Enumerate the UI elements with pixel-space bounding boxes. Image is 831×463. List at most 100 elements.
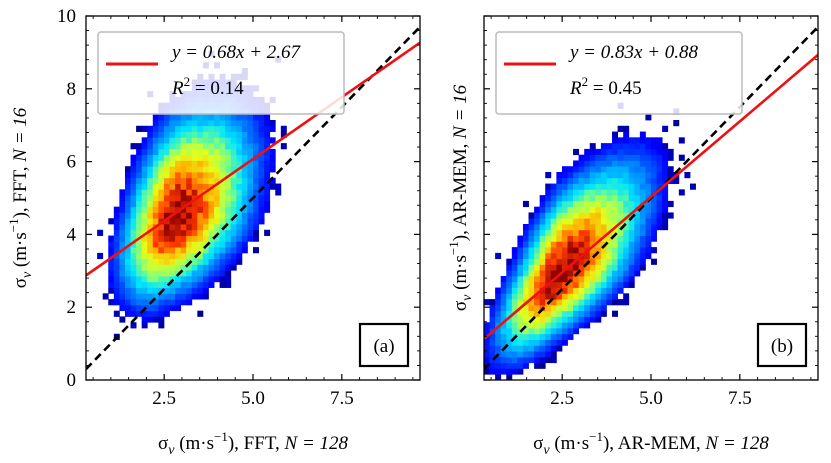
heatmap-cell: [119, 270, 126, 277]
heatmap-cell: [202, 293, 209, 300]
heatmap-cell: [573, 310, 580, 317]
heatmap-cell: [214, 183, 220, 190]
heatmap-cell: [180, 270, 187, 277]
heatmap-cell: [573, 241, 580, 248]
heatmap-cell: [589, 177, 596, 184]
heatmap-cell: [500, 351, 507, 358]
heatmap-cell: [595, 172, 602, 179]
heatmap-cell: [628, 235, 635, 242]
heatmap-cell: [208, 172, 215, 179]
heatmap-cell: [230, 160, 237, 167]
legend-equation-b: y = 0.83x + 0.88: [568, 42, 699, 63]
heatmap-cell: [186, 195, 193, 202]
heatmap-cell: [567, 189, 574, 196]
heatmap-cell: [617, 235, 624, 242]
heatmap-cell: [606, 143, 613, 150]
heatmap-cell: [113, 212, 120, 219]
heatmap-cell: [561, 172, 568, 179]
x-tick-label: 2.5: [550, 388, 574, 409]
heatmap-cell: [230, 224, 237, 231]
heatmap-cell: [147, 195, 154, 202]
heatmap-cell: [225, 281, 232, 288]
heatmap-cell: [191, 270, 198, 277]
legend-r2-value-a: = 0.14: [190, 78, 244, 99]
heatmap-cell: [617, 189, 624, 196]
heatmap-cell: [191, 189, 198, 196]
heatmap-cell: [606, 195, 613, 202]
heatmap-cell: [534, 322, 541, 329]
heatmap-cell: [545, 310, 552, 317]
heatmap-cell: [623, 166, 630, 173]
heatmap-cell: [180, 299, 187, 306]
heatmap-cell: [202, 148, 209, 156]
x-label-units-a: (m·s: [174, 433, 214, 454]
legend-b: y = 0.83x + 0.88 R2 = 0.45: [495, 31, 743, 115]
heatmap-cell: [623, 270, 630, 277]
heatmap-cell: [651, 229, 657, 236]
y-label-sub-a: v: [20, 271, 35, 278]
heatmap-cell: [124, 270, 131, 277]
heatmap-cell: [573, 293, 580, 300]
heatmap-cell: [612, 189, 618, 196]
heatmap-cell: [561, 322, 568, 329]
heatmap-cell: [124, 287, 131, 294]
heatmap-cell: [634, 218, 641, 225]
heatmap-cell: [662, 125, 669, 132]
heatmap-cell: [147, 241, 154, 248]
heatmap-cell: [651, 183, 657, 190]
heatmap-cell: [152, 120, 159, 127]
heatmap-cell: [152, 137, 159, 144]
heatmap-cell: [130, 299, 137, 306]
heatmap-cell: [539, 362, 546, 369]
heatmap-cell: [612, 241, 618, 248]
heatmap-cell: [191, 143, 198, 150]
heatmap-cell: [197, 120, 204, 127]
heatmap-cell: [219, 148, 226, 156]
heatmap-cell: [219, 218, 226, 225]
heatmap-cell: [119, 212, 126, 219]
heatmap-cell: [528, 287, 535, 294]
heatmap-cell: [147, 224, 154, 231]
heatmap-cell: [136, 195, 143, 202]
heatmap-cell: [539, 200, 546, 208]
heatmap-cell: [628, 183, 635, 190]
heatmap-cell: [511, 356, 518, 364]
heatmap-cell: [522, 287, 529, 294]
heatmap-cell: [528, 229, 535, 236]
heatmap-cell: [158, 177, 165, 184]
heatmap-cell: [567, 258, 574, 265]
heatmap-cell: [136, 160, 143, 167]
heatmap-cell: [667, 212, 674, 219]
heatmap-cell: [113, 276, 120, 283]
heatmap-cell: [258, 177, 265, 184]
heatmap-cell: [253, 218, 259, 225]
heatmap-cell: [645, 172, 652, 179]
heatmap-cell: [186, 287, 193, 294]
heatmap-cell: [584, 310, 591, 317]
x-label-sigma-a: σ: [158, 433, 168, 454]
heatmap-cell: [258, 143, 265, 150]
heatmap-cell: [639, 258, 646, 265]
heatmap-cell: [539, 258, 546, 265]
heatmap-cell: [578, 247, 585, 254]
heatmap-cell: [528, 224, 535, 231]
heatmap-cell: [180, 293, 187, 300]
heatmap-cell: [573, 299, 580, 306]
heatmap-cell: [219, 258, 226, 265]
heatmap-cell: [561, 241, 568, 248]
heatmap-cell: [595, 235, 602, 242]
heatmap-cell: [528, 258, 535, 265]
heatmap-cell: [550, 241, 557, 248]
heatmap-cell: [667, 200, 674, 208]
heatmap-cell: [606, 293, 613, 300]
heatmap-cell: [269, 148, 276, 156]
heatmap-cell: [225, 183, 232, 190]
heatmap-cell: [522, 235, 529, 242]
heatmap-cell: [623, 276, 630, 283]
heatmap-cell: [124, 183, 131, 190]
heatmap-cell: [124, 293, 131, 300]
heatmap-cell: [191, 166, 198, 173]
heatmap-cell: [230, 252, 237, 260]
heatmap-cell: [634, 200, 641, 208]
